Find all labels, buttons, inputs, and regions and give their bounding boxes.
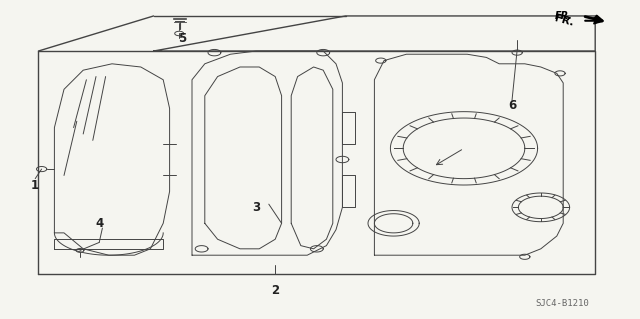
- Text: 6: 6: [508, 99, 516, 112]
- Text: FR.: FR.: [554, 13, 575, 28]
- Text: 1: 1: [31, 179, 39, 191]
- Text: SJC4-B1210: SJC4-B1210: [535, 299, 589, 308]
- Text: 3: 3: [252, 201, 260, 214]
- Text: 5: 5: [179, 32, 186, 45]
- Text: 2: 2: [271, 284, 279, 297]
- Text: FR.: FR.: [555, 11, 573, 21]
- Text: 4: 4: [95, 217, 103, 230]
